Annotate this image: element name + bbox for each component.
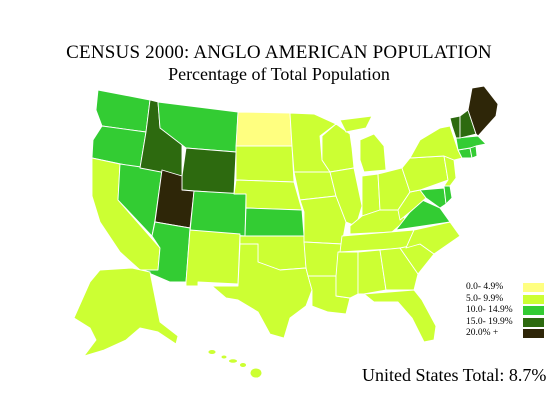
legend-item: 20.0% +	[466, 328, 556, 340]
state-MD	[419, 187, 447, 209]
state-ND	[235, 111, 293, 147]
state-NM	[185, 229, 241, 287]
legend-item: 0.0- 4.9%	[466, 282, 556, 294]
state-KS	[244, 207, 305, 237]
state-HI	[207, 349, 263, 379]
legend-label: 15.0- 19.9%	[466, 316, 513, 327]
state-WI	[321, 123, 355, 173]
legend-swatch	[523, 294, 544, 304]
legend: 0.0- 4.9% 5.0- 9.9% 10.0- 14.9% 15.0- 19…	[466, 282, 556, 340]
legend-label: 5.0- 9.9%	[466, 293, 504, 304]
state-NC	[405, 221, 461, 255]
legend-item: 10.0- 14.9%	[466, 305, 556, 317]
state-AK	[73, 267, 179, 357]
legend-swatch	[523, 306, 544, 315]
state-IA	[293, 171, 337, 201]
state-FL	[363, 289, 437, 343]
state-WA	[95, 89, 151, 133]
legend-label: 20.0% +	[466, 328, 499, 338]
state-MI	[339, 115, 387, 173]
us-total-label: United States Total: 8.7%	[362, 365, 547, 385]
state-GA	[379, 247, 419, 291]
legend-label: 0.0- 4.9%	[466, 282, 504, 292]
legend-item: 5.0- 9.9%	[466, 294, 556, 306]
state-CO	[189, 190, 247, 237]
legend-swatch	[523, 329, 544, 338]
state-VT	[449, 115, 461, 139]
map-subtitle: Percentage of Total Population	[168, 64, 390, 84]
map-title: CENSUS 2000: ANGLO AMERICAN POPULATION	[66, 42, 492, 63]
legend-item: 15.0- 19.9%	[466, 317, 556, 329]
state-IN	[361, 173, 381, 217]
legend-label: 10.0- 14.9%	[466, 305, 513, 315]
state-TX	[211, 243, 313, 339]
state-SD	[235, 145, 295, 183]
state-AL	[357, 249, 387, 295]
state-VA	[395, 199, 451, 231]
legend-swatch	[523, 317, 544, 327]
state-MS	[335, 251, 359, 299]
state-PA	[401, 155, 449, 193]
state-WY	[181, 147, 237, 195]
legend-swatch	[523, 283, 544, 292]
state-ME	[467, 85, 499, 137]
